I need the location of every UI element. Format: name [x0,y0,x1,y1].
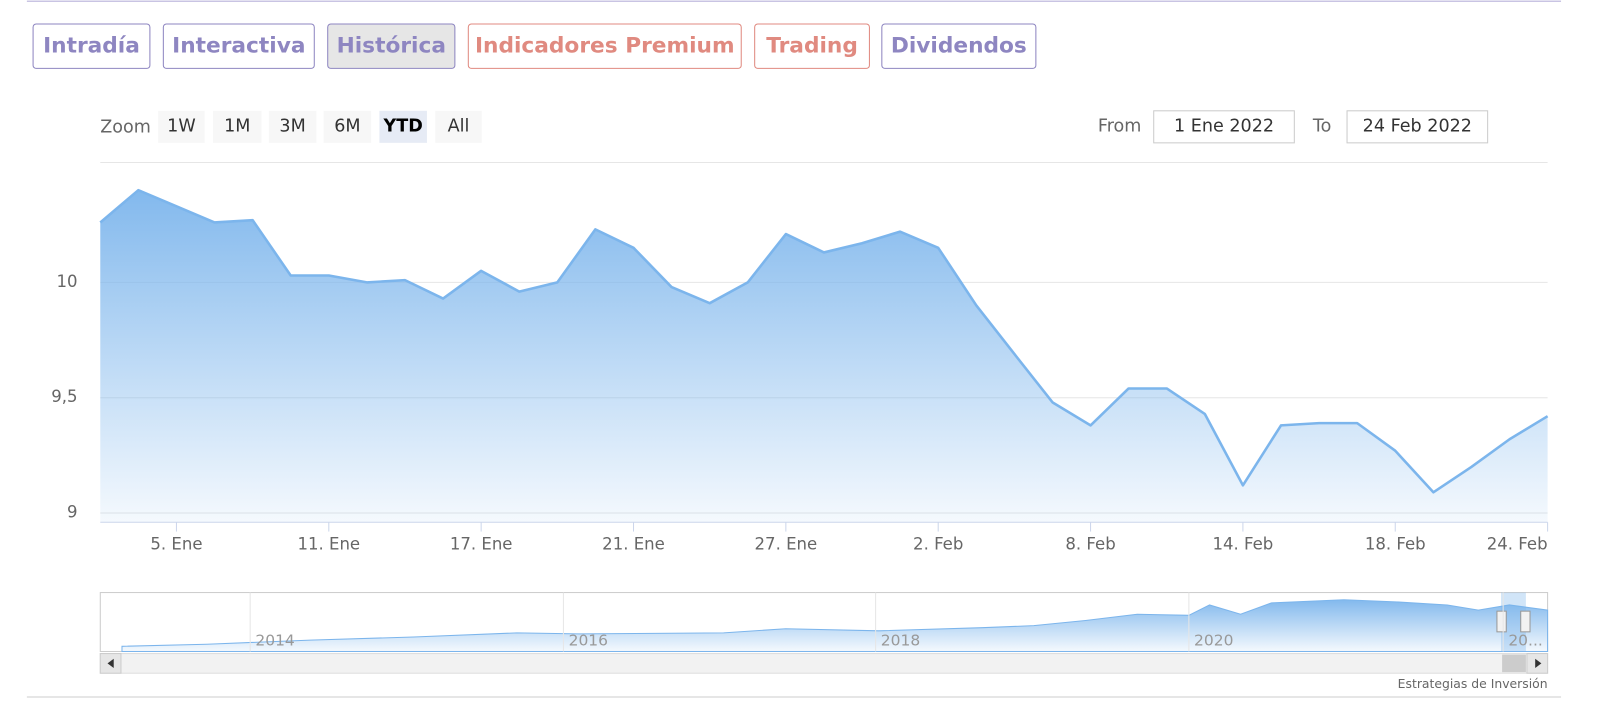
to-value[interactable]: 24 Feb 2022 [1363,116,1472,136]
range-button-label[interactable]: YTD [383,116,423,136]
arrow [1535,658,1542,669]
range-button-label[interactable]: 1M [224,116,250,136]
y-tick-label: 10 [56,272,77,291]
navigator-handle[interactable] [1520,610,1531,633]
tab-label[interactable]: Intradía [43,34,140,59]
x-tick-label: 11. Ene [297,534,360,553]
range-button-label[interactable]: All [448,116,470,136]
scroll-thumb[interactable] [1502,654,1526,673]
range-button[interactable] [379,110,427,143]
tab[interactable] [467,23,742,69]
tab-label[interactable]: Histórica [337,34,446,59]
x-tick-label: 2. Feb [913,534,963,553]
y-tick-label: 9,5 [51,387,77,406]
navigator-label: 2014 [255,632,294,650]
navigator-series [121,599,1549,652]
x-tick-label: 8. Feb [1065,534,1115,553]
x-tick-label: 5. Ene [150,534,202,553]
tab[interactable] [881,23,1037,69]
tab[interactable] [754,23,870,69]
x-tick-label: 18. Feb [1365,534,1426,553]
line [99,188,1549,494]
range-button-label[interactable]: 3M [279,116,305,136]
credits: Estrategias de Inversión [1398,676,1548,691]
tab-label[interactable]: Dividendos [891,34,1027,59]
x-tick-label: 27. Ene [755,534,818,553]
from-value[interactable]: 1 Ene 2022 [1174,116,1274,136]
range-button[interactable] [212,110,262,143]
tab-label[interactable]: Trading [766,34,858,59]
range-button[interactable] [323,110,372,143]
arrow [107,658,114,669]
x-tick-label: 14. Feb [1212,534,1273,553]
from-input[interactable] [1153,110,1295,144]
range-button-label[interactable]: 6M [334,116,360,136]
tab[interactable] [162,23,315,69]
navigator-handle[interactable] [1496,610,1507,633]
to-input[interactable] [1346,110,1489,144]
scrollbar[interactable] [99,653,1549,674]
range-button-label[interactable]: 1W [167,116,196,136]
navigator-label: 2016 [569,632,608,650]
range-button[interactable] [435,110,482,143]
y-tick-label: 9 [67,503,78,522]
tab[interactable] [327,23,456,69]
x-tick-label: 21. Ene [602,534,665,553]
range-button[interactable] [268,110,317,143]
navigator-label: 20... [1508,632,1543,650]
tab[interactable] [32,23,151,69]
tab-label[interactable]: Interactiva [172,34,305,59]
range-button[interactable] [158,110,205,143]
x-tick-label: 24. Feb [1487,534,1548,553]
from-label: From [1098,116,1142,136]
tab-label[interactable]: Indicadores Premium [475,34,735,59]
to-label: To [1312,116,1332,136]
navigator-label: 2020 [1194,632,1233,650]
x-tick-label: 17. Ene [450,534,513,553]
area [100,190,1548,523]
navigator-label: 2018 [881,632,920,650]
zoom-label: Zoom [100,117,151,137]
